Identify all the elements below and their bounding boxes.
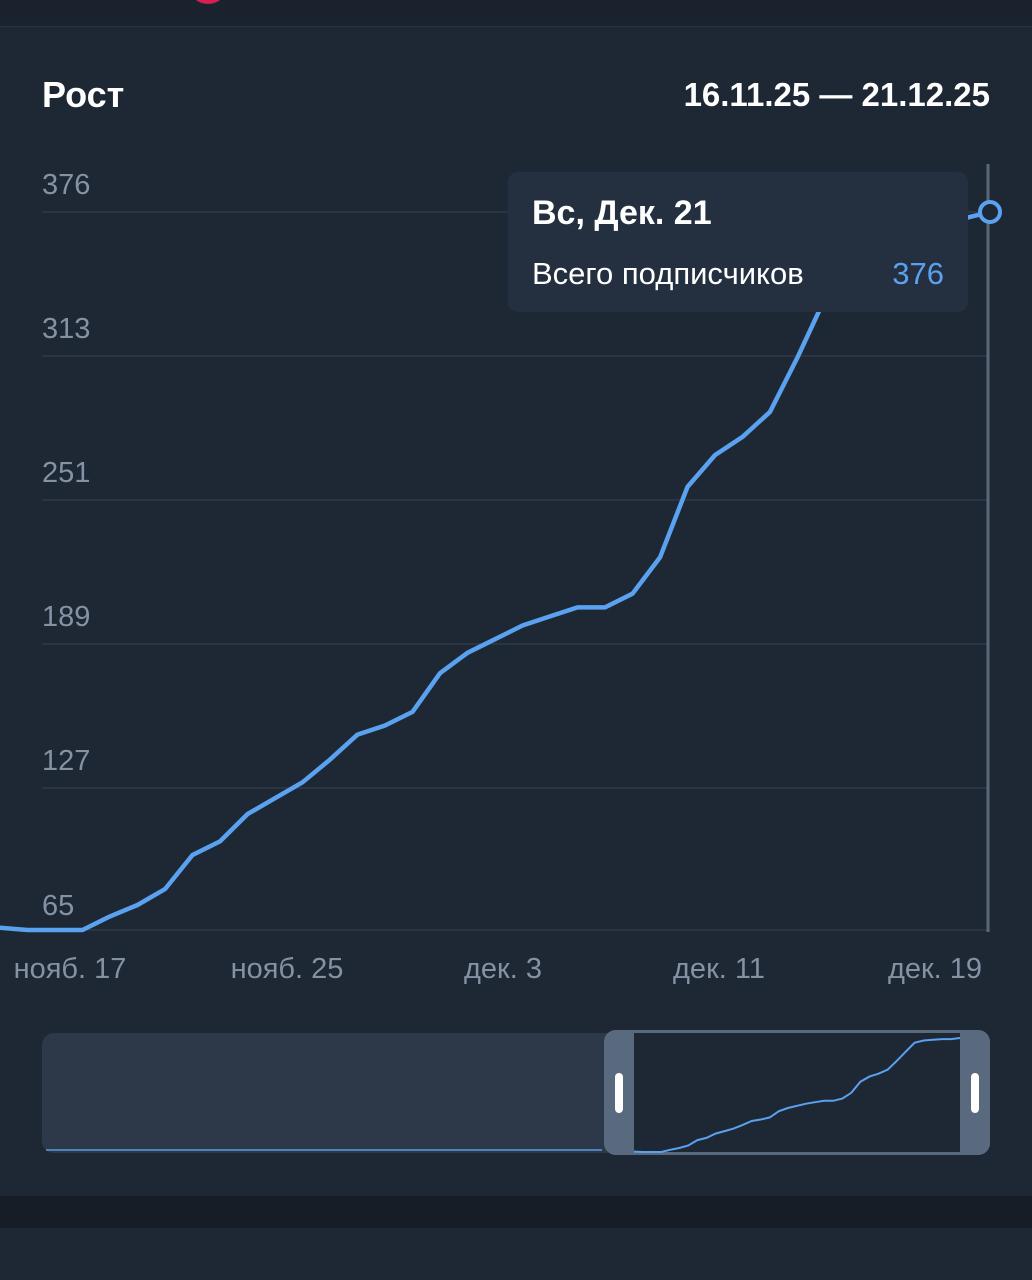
y-tick-label: 376 (42, 169, 90, 201)
chart-title: Рост (42, 74, 125, 115)
y-tick-label: 313 (42, 313, 90, 345)
top-bar (0, 0, 1032, 27)
y-tick-label: 65 (42, 890, 74, 922)
navigator-window[interactable] (604, 1030, 990, 1155)
y-tick-label: 189 (42, 601, 90, 633)
navigator-line-window (633, 1037, 961, 1153)
navigator-right-handle[interactable] (960, 1030, 990, 1155)
x-tick-label: нояб. 17 (14, 953, 127, 985)
chart-tooltip: Вс, Дек. 21 Всего подписчиков 376 (508, 172, 968, 312)
top-avatar-edge (188, 0, 228, 4)
bottom-strip (0, 1196, 1032, 1228)
x-tick-label: нояб. 25 (231, 953, 344, 985)
tooltip-date: Вс, Дек. 21 (532, 194, 712, 232)
x-tick-label: дек. 11 (673, 953, 765, 985)
navigator-window-sparkline (633, 1037, 961, 1153)
date-range[interactable]: 16.11.25 — 21.12.25 (683, 76, 990, 113)
active-point-marker (978, 200, 1002, 224)
navigator-sparkline (46, 1149, 602, 1151)
x-tick-label: дек. 19 (888, 953, 982, 985)
tooltip-label: Всего подписчиков (532, 256, 804, 291)
y-tick-label: 251 (42, 457, 90, 489)
series-line (0, 209, 993, 933)
range-navigator[interactable] (42, 1030, 990, 1155)
x-tick-label: дек. 3 (464, 953, 542, 985)
right-grip-icon (971, 1073, 979, 1113)
y-tick-label: 127 (42, 745, 90, 777)
navigator-left-handle[interactable] (604, 1030, 634, 1155)
tooltip-value: 376 (892, 256, 944, 291)
left-grip-icon (615, 1073, 623, 1113)
